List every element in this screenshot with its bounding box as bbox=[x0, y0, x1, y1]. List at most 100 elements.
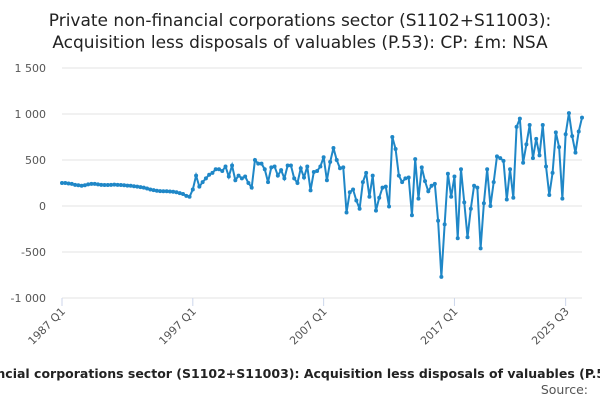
data-point[interactable] bbox=[89, 181, 94, 186]
data-point[interactable] bbox=[380, 185, 385, 190]
data-point[interactable] bbox=[321, 155, 326, 160]
data-point[interactable] bbox=[184, 193, 189, 198]
data-point[interactable] bbox=[203, 176, 208, 181]
data-point[interactable] bbox=[275, 173, 280, 178]
data-point[interactable] bbox=[73, 182, 78, 187]
data-point[interactable] bbox=[131, 184, 136, 189]
data-point[interactable] bbox=[400, 180, 405, 185]
data-point[interactable] bbox=[262, 167, 267, 172]
data-point[interactable] bbox=[357, 206, 362, 211]
data-point[interactable] bbox=[141, 185, 146, 190]
data-point[interactable] bbox=[406, 175, 411, 180]
data-point[interactable] bbox=[429, 183, 434, 188]
data-point[interactable] bbox=[99, 182, 104, 187]
data-point[interactable] bbox=[158, 189, 163, 194]
data-point[interactable] bbox=[145, 186, 150, 191]
data-point[interactable] bbox=[445, 171, 450, 176]
data-point[interactable] bbox=[60, 181, 64, 185]
data-point[interactable] bbox=[223, 164, 228, 169]
data-point[interactable] bbox=[452, 174, 457, 179]
data-point[interactable] bbox=[370, 173, 375, 178]
data-point[interactable] bbox=[216, 167, 221, 172]
data-point[interactable] bbox=[540, 123, 545, 128]
data-point[interactable] bbox=[236, 173, 241, 178]
data-point[interactable] bbox=[409, 213, 414, 218]
data-point[interactable] bbox=[292, 176, 297, 181]
data-point[interactable] bbox=[213, 167, 218, 172]
data-point[interactable] bbox=[481, 201, 486, 206]
data-point[interactable] bbox=[210, 170, 215, 175]
data-point[interactable] bbox=[122, 183, 127, 188]
data-point[interactable] bbox=[544, 164, 549, 169]
data-point[interactable] bbox=[573, 150, 578, 155]
data-point[interactable] bbox=[118, 183, 123, 188]
data-point[interactable] bbox=[439, 274, 444, 279]
data-point[interactable] bbox=[347, 190, 352, 195]
data-point[interactable] bbox=[387, 204, 392, 209]
data-point[interactable] bbox=[494, 154, 499, 159]
data-point[interactable] bbox=[302, 175, 307, 180]
data-point[interactable] bbox=[423, 179, 428, 184]
data-point[interactable] bbox=[298, 166, 303, 171]
data-point[interactable] bbox=[458, 167, 463, 172]
data-point[interactable] bbox=[570, 134, 575, 139]
data-point[interactable] bbox=[230, 163, 235, 168]
data-point[interactable] bbox=[455, 236, 460, 241]
data-point[interactable] bbox=[105, 183, 110, 188]
data-point[interactable] bbox=[508, 167, 513, 172]
data-point[interactable] bbox=[557, 145, 562, 150]
data-point[interactable] bbox=[364, 170, 369, 175]
data-point[interactable] bbox=[148, 187, 153, 192]
data-point[interactable] bbox=[527, 123, 532, 128]
data-point[interactable] bbox=[252, 158, 257, 162]
data-point[interactable] bbox=[226, 174, 231, 179]
data-point[interactable] bbox=[436, 218, 441, 223]
data-point[interactable] bbox=[328, 159, 333, 164]
data-point[interactable] bbox=[308, 188, 313, 193]
data-point[interactable] bbox=[295, 181, 300, 185]
data-point[interactable] bbox=[164, 189, 169, 194]
data-point[interactable] bbox=[416, 196, 421, 201]
data-point[interactable] bbox=[63, 181, 68, 185]
data-point[interactable] bbox=[305, 164, 310, 169]
data-point[interactable] bbox=[563, 132, 568, 137]
data-point[interactable] bbox=[390, 135, 395, 139]
data-point[interactable] bbox=[167, 189, 172, 194]
data-point[interactable] bbox=[151, 188, 156, 193]
data-point[interactable] bbox=[393, 146, 398, 151]
data-point[interactable] bbox=[514, 124, 519, 129]
data-point[interactable] bbox=[282, 176, 287, 181]
data-point[interactable] bbox=[403, 176, 408, 181]
data-point[interactable] bbox=[315, 169, 320, 174]
data-point[interactable] bbox=[580, 115, 584, 120]
data-point[interactable] bbox=[109, 182, 114, 187]
data-point[interactable] bbox=[334, 158, 339, 162]
data-point[interactable] bbox=[524, 142, 529, 147]
data-point[interactable] bbox=[367, 194, 372, 199]
data-point[interactable] bbox=[534, 136, 539, 141]
data-point[interactable] bbox=[318, 164, 323, 169]
data-point[interactable] bbox=[161, 189, 166, 194]
data-point[interactable] bbox=[115, 182, 120, 187]
data-point[interactable] bbox=[79, 183, 84, 188]
data-point[interactable] bbox=[351, 187, 356, 192]
data-point[interactable] bbox=[246, 181, 251, 185]
data-point[interactable] bbox=[462, 200, 467, 205]
data-point[interactable] bbox=[504, 197, 509, 202]
data-point[interactable] bbox=[69, 181, 74, 186]
data-point[interactable] bbox=[337, 166, 342, 171]
data-point[interactable] bbox=[177, 191, 182, 196]
data-point[interactable] bbox=[171, 189, 176, 194]
data-point[interactable] bbox=[373, 208, 378, 213]
data-point[interactable] bbox=[341, 165, 346, 170]
data-point[interactable] bbox=[468, 206, 473, 211]
data-point[interactable] bbox=[66, 181, 71, 186]
data-point[interactable] bbox=[200, 180, 205, 185]
data-point[interactable] bbox=[128, 183, 133, 188]
data-point[interactable] bbox=[181, 192, 186, 197]
data-point[interactable] bbox=[233, 178, 238, 183]
data-point[interactable] bbox=[324, 178, 329, 183]
data-point[interactable] bbox=[279, 168, 284, 173]
data-point[interactable] bbox=[442, 222, 447, 227]
data-point[interactable] bbox=[256, 161, 261, 166]
